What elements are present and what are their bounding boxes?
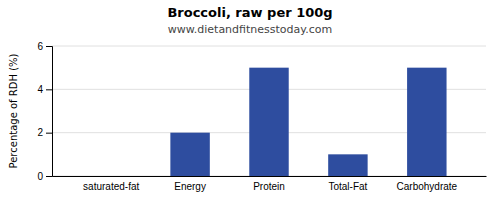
y-tick-label: 0 (37, 171, 43, 182)
x-tick-label: Energy (174, 181, 206, 192)
x-tick: Protein (253, 181, 285, 192)
y-tick-label: 2 (37, 127, 43, 138)
y-axis-line (46, 47, 53, 177)
y-tick-mark (46, 46, 52, 47)
bars (170, 68, 446, 176)
y-tick: 6 (37, 41, 52, 52)
y-tick-label: 6 (37, 41, 43, 52)
x-tick-label: Protein (253, 181, 285, 192)
bar (407, 68, 446, 176)
x-tick-label: Total-Fat (328, 181, 367, 192)
x-tick-label: saturated-fat (83, 181, 139, 192)
bar (91, 176, 130, 177)
grid (52, 46, 486, 176)
bar (249, 68, 288, 176)
y-tick: 4 (37, 84, 52, 95)
chart: Broccoli, raw per 100g www.dietandfitness… (0, 0, 500, 200)
y-tick-mark (46, 176, 52, 177)
grid-line (52, 46, 486, 47)
y-tick: 2 (37, 127, 52, 138)
x-tick-label: Carbohydrate (397, 181, 458, 192)
bar (328, 154, 367, 176)
title: Broccoli, raw per 100g (167, 5, 332, 20)
x-tick: Total-Fat (328, 181, 367, 192)
subtitle: www.dietandfitnesstoday.com (168, 23, 332, 36)
plot: saturated-fat Energy Protein Total-Fat Carbo… (37, 41, 486, 192)
y-axis: 0 2 4 6 (37, 41, 52, 182)
y-tick-mark (46, 133, 52, 134)
x-tick: Energy (174, 181, 206, 192)
y-tick-mark (46, 89, 52, 90)
y-tick-label: 4 (37, 84, 43, 95)
x-tick: Carbohydrate (397, 181, 458, 192)
x-axis: saturated-fat Energy Protein Total-Fat Carbo… (53, 177, 487, 193)
y-axis-title: Percentage of RDH (%) (8, 53, 19, 168)
x-tick: saturated-fat (83, 181, 139, 192)
x-axis-line (53, 176, 487, 177)
bar (170, 133, 209, 176)
y-tick: 0 (37, 171, 52, 182)
